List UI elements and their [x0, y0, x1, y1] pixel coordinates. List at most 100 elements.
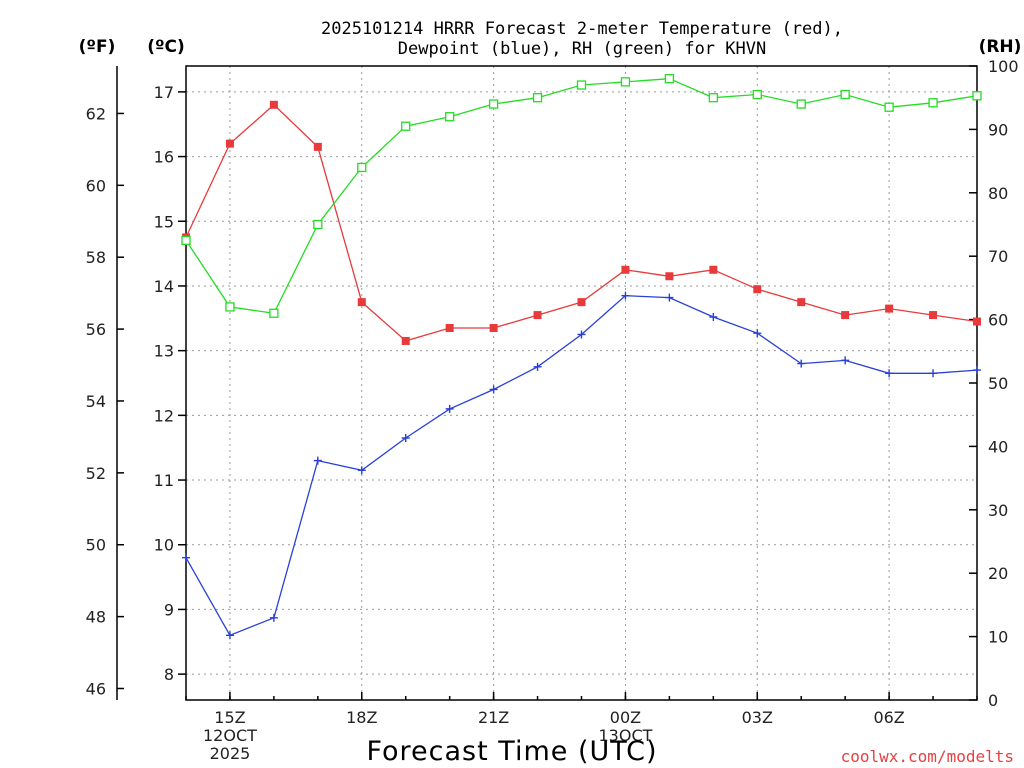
- rh-point: [664, 74, 675, 84]
- temperature-point: [929, 311, 938, 320]
- plot-frame: [185, 65, 978, 701]
- x-tick-year-label: 2025: [210, 744, 251, 763]
- x-axis-title: Forecast Time (UTC): [366, 736, 657, 767]
- rh-tick-label: 40: [988, 437, 1008, 456]
- rh-point: [532, 93, 543, 103]
- chart-title-line2: Dewpoint (blue), RH (green) for KHVN: [398, 39, 766, 59]
- celsius-tick-label: 17: [154, 83, 174, 102]
- celsius-tick-label: 8: [164, 665, 174, 684]
- fahrenheit-tick-label: 56: [86, 320, 106, 339]
- temperature-point: [225, 139, 234, 148]
- rh-point: [620, 77, 631, 87]
- chart-title-line1: 2025101214 HRRR Forecast 2-meter Tempera…: [321, 19, 843, 39]
- x-tick-label: 18Z: [346, 708, 377, 727]
- temperature-point: [885, 304, 894, 313]
- celsius-tick-label: 14: [154, 277, 174, 296]
- x-tick-label: 03Z: [742, 708, 773, 727]
- temperature-point: [753, 285, 762, 294]
- dewpoint-point: [841, 356, 850, 365]
- rh-point: [445, 112, 455, 122]
- rh-point: [225, 302, 235, 312]
- fahrenheit-tick-label: 54: [86, 392, 106, 411]
- axes: [116, 65, 978, 701]
- temperature-point: [533, 311, 542, 320]
- rh-tick-label: 80: [988, 184, 1008, 203]
- rh-point: [884, 102, 894, 112]
- grid-lines: [186, 66, 977, 700]
- x-tick-label: 00Z: [610, 708, 641, 727]
- rh-point: [972, 91, 982, 101]
- dewpoint-line: [185, 295, 978, 637]
- x-tick-label: 06Z: [873, 708, 904, 727]
- rh-line: [185, 78, 978, 315]
- rh-tick-label: 90: [988, 120, 1008, 139]
- dewpoint-point: [577, 330, 586, 339]
- temperature-point: [577, 298, 586, 307]
- fahrenheit-tick-label: 58: [86, 248, 106, 267]
- rh-point: [488, 99, 499, 109]
- fahrenheit-tick-label: 46: [86, 679, 106, 698]
- celsius-tick-label: 10: [154, 536, 174, 555]
- dewpoint-point: [357, 466, 366, 475]
- temperature-point: [357, 298, 366, 307]
- rh-tick-label: 50: [988, 374, 1008, 393]
- rh-point: [401, 121, 411, 131]
- fahrenheit-tick-label: 50: [86, 536, 106, 555]
- rh-tick-label: 0: [988, 691, 998, 710]
- temperature-point: [489, 324, 498, 333]
- dewpoint-point: [885, 369, 894, 378]
- temperature-point: [709, 265, 718, 274]
- x-tick-label: 21Z: [478, 708, 509, 727]
- dewpoint-point: [709, 313, 718, 322]
- rh-point: [269, 308, 279, 318]
- x-tick-date-label: 12OCT: [203, 726, 257, 745]
- fahrenheit-tick-label: 48: [86, 608, 106, 627]
- temperature-point: [797, 298, 806, 307]
- temperature-point: [973, 317, 981, 326]
- dewpoint-point: [489, 385, 498, 394]
- rh-point: [313, 219, 323, 230]
- fahrenheit-tick-label: 60: [86, 176, 106, 195]
- temperature-point: [841, 311, 850, 320]
- fahrenheit-tick-label: 52: [86, 464, 106, 483]
- temperature-point: [401, 336, 410, 345]
- dewpoint-point: [621, 291, 630, 300]
- celsius-unit-label: (ºC): [147, 37, 185, 57]
- rh-point: [181, 235, 191, 246]
- rh-tick-label: 100: [988, 57, 1019, 76]
- rh-point: [752, 89, 762, 100]
- fahrenheit-unit-label: (ºF): [79, 37, 116, 57]
- rh-point: [576, 80, 587, 90]
- credit-text: coolwx.com/modelts: [841, 747, 1014, 766]
- celsius-tick-label: 15: [154, 212, 174, 231]
- temperature-point: [313, 142, 322, 151]
- rh-point: [840, 89, 850, 100]
- celsius-tick-label: 13: [154, 342, 174, 361]
- temperature-point: [621, 265, 630, 274]
- temperature-point: [269, 100, 278, 109]
- x-tick-date-label: 13OCT: [598, 726, 652, 745]
- celsius-tick-label: 12: [154, 406, 174, 425]
- dewpoint-point: [973, 366, 981, 375]
- dewpoint-point: [753, 329, 762, 338]
- temperature-point: [665, 272, 674, 281]
- temperature-point: [445, 324, 454, 333]
- data-series: [181, 74, 982, 640]
- rh-tick-label: 60: [988, 311, 1008, 330]
- dewpoint-point: [533, 362, 542, 371]
- x-tick-label: 15Z: [214, 708, 245, 727]
- rh-tick-label: 20: [988, 564, 1008, 583]
- tick-labels: 8 9 10 11 12 13 14 15 16 17 46 48 50 52 54 56 58 60 62 0 10 2…: [86, 57, 1019, 763]
- dewpoint-point: [313, 456, 322, 465]
- dewpoint-point: [269, 613, 278, 622]
- rh-point: [928, 98, 938, 108]
- rh-tick-label: 10: [988, 628, 1008, 647]
- dewpoint-point: [445, 404, 454, 413]
- dewpoint-point: [929, 369, 938, 378]
- celsius-tick-label: 16: [154, 148, 174, 167]
- rh-point: [357, 162, 367, 173]
- celsius-tick-label: 11: [154, 471, 174, 490]
- dewpoint-point: [182, 553, 190, 562]
- rh-point: [796, 99, 806, 109]
